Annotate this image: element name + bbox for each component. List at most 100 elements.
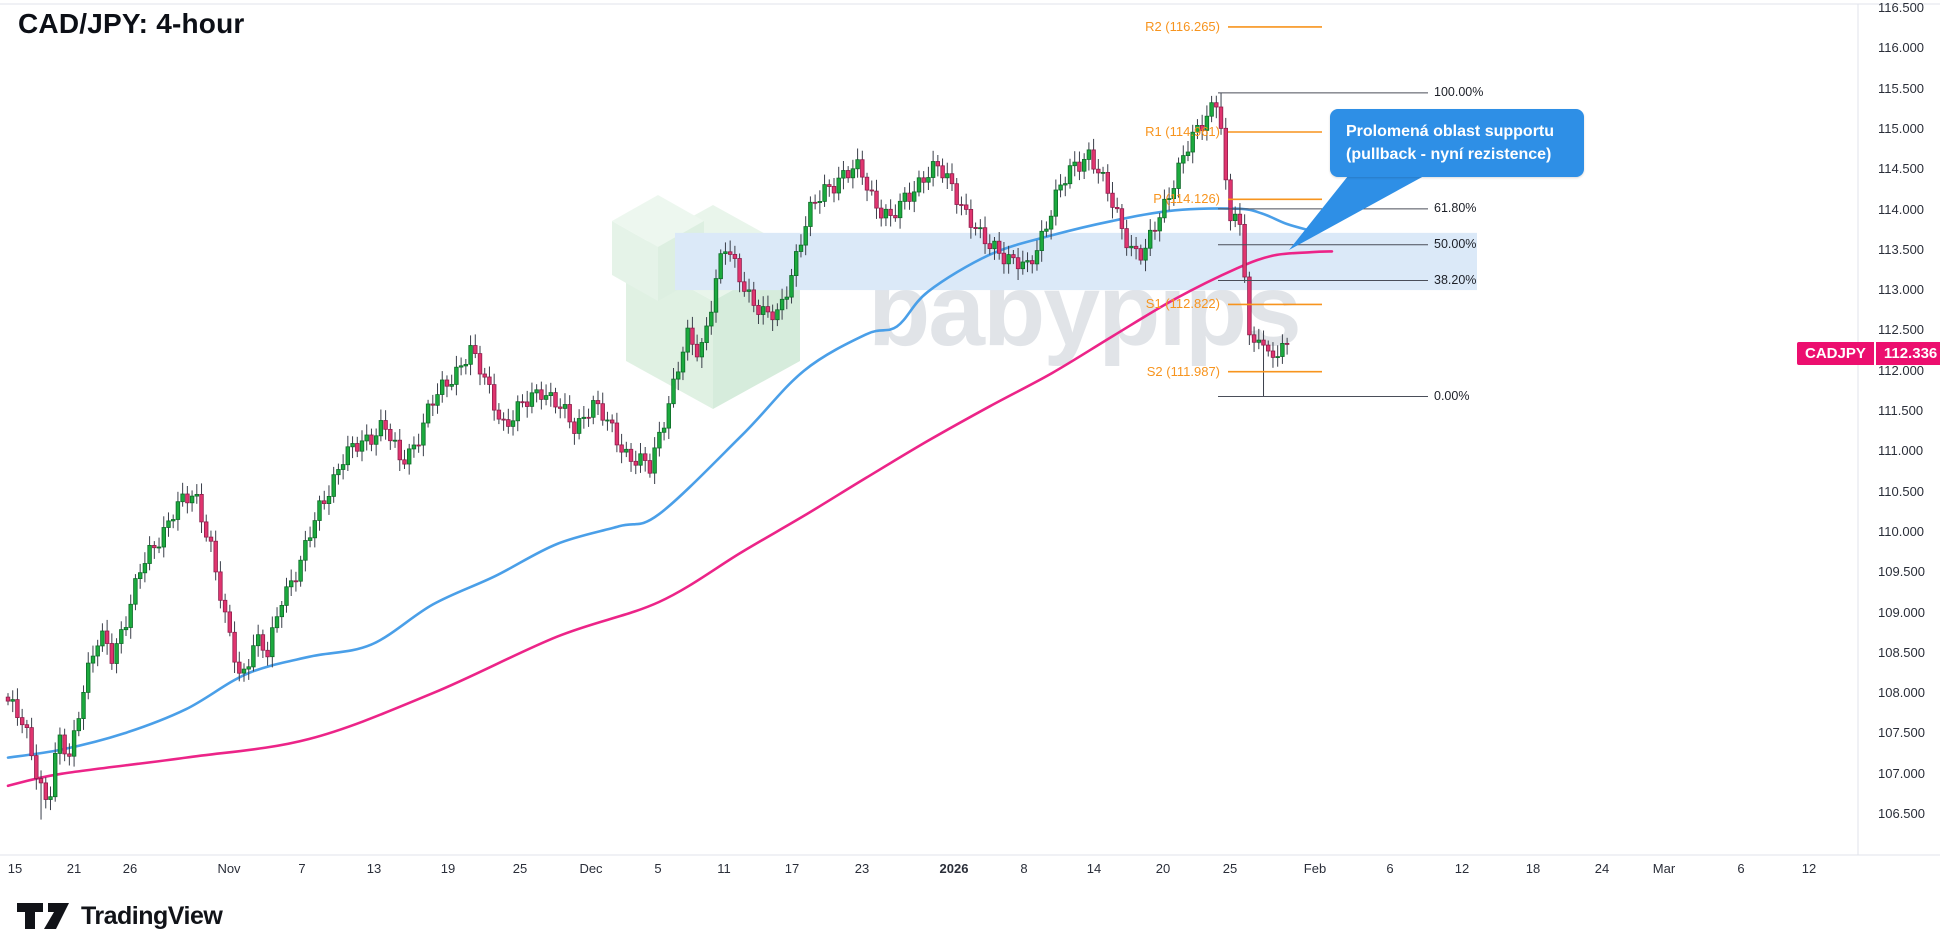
candle-bull <box>345 446 350 466</box>
candle-bear <box>1218 106 1224 129</box>
candle-bear <box>355 443 360 452</box>
price-axis-label: 109.500 <box>1878 564 1925 580</box>
candle-bull <box>123 627 129 631</box>
time-axis-label: Dec <box>579 861 603 876</box>
candle-bear <box>520 401 525 404</box>
candle-bull <box>364 434 369 442</box>
candle-bear <box>388 428 393 442</box>
ma-fast-blue[interactable] <box>6 207 1312 759</box>
candle-bull <box>1148 229 1153 249</box>
candle-bear <box>265 649 270 658</box>
candle-bear <box>973 226 978 229</box>
candle-bull <box>454 366 459 385</box>
price-axis-label: 106.500 <box>1878 806 1925 821</box>
price-axis-label: 108.000 <box>1878 685 1925 701</box>
candle-bear <box>742 281 747 292</box>
candle-bull <box>331 474 336 497</box>
candle-bear <box>416 444 421 447</box>
candle-bear <box>1223 127 1228 181</box>
candle-bear <box>595 400 601 405</box>
candle-bull <box>406 448 412 465</box>
time-axis-label: Feb <box>1303 861 1327 876</box>
time-axis[interactable]: 15 21 26 Nov 7 13 19 25 Dec 5 11 17 23 2026 8 14 20 25 Feb… <box>0 855 1858 889</box>
last-price-symbol: CADJPY <box>1805 345 1866 362</box>
fib-label: 100.00% <box>1434 85 1484 100</box>
price-axis-label: 114.500 <box>1878 161 1925 177</box>
candle-bull <box>897 200 903 219</box>
candle-bull <box>468 345 473 365</box>
candle-bear <box>293 580 299 583</box>
tradingview-logo[interactable]: TradingView <box>15 899 223 933</box>
candle-bull <box>161 527 166 548</box>
candle-bear <box>152 545 157 549</box>
candle-bear <box>756 304 761 315</box>
candle-bull <box>1157 217 1162 232</box>
candle-bull <box>53 753 58 798</box>
candle-bull <box>1082 158 1087 172</box>
candle-bear <box>232 631 237 663</box>
candle-bull <box>166 520 171 528</box>
price-axis[interactable]: 116.500 116.000 115.500 115.000 114.500 114.0… <box>1858 0 1940 855</box>
candle-bull <box>1048 215 1054 230</box>
candle-bull <box>709 311 714 327</box>
candle-bull <box>916 177 922 193</box>
candle-bear <box>567 404 572 423</box>
price-axis-label: 110.000 <box>1878 523 1925 539</box>
candle-bull <box>624 448 629 453</box>
candle-bull <box>10 699 15 702</box>
candle-bull <box>100 630 105 647</box>
candle-bear <box>586 416 591 419</box>
candle-bull <box>373 435 379 445</box>
candle-bear <box>203 521 209 538</box>
candle-bull <box>279 605 284 618</box>
price-axis-label: 107.000 <box>1878 765 1925 781</box>
candle-bear <box>619 444 624 453</box>
candle-bull <box>1086 149 1092 160</box>
candle-bull <box>1100 171 1106 174</box>
time-axis-label: 18 <box>1525 861 1541 876</box>
candle-bull <box>86 662 91 693</box>
candle-bear <box>690 327 695 345</box>
candle-bear <box>737 258 742 283</box>
price-axis-label: 110.500 <box>1878 483 1925 499</box>
candle-bear <box>869 189 874 192</box>
candle-bull <box>945 173 950 179</box>
candle-bear <box>614 422 620 446</box>
candle-bull <box>529 392 535 407</box>
candle-bear <box>237 661 242 674</box>
candle-bear <box>477 353 483 375</box>
candle-bear <box>1138 248 1143 261</box>
candle-bear <box>864 176 870 191</box>
candle-bear <box>487 376 492 385</box>
candle-bull <box>71 730 77 757</box>
candle-bear <box>921 177 926 183</box>
candlestick-series <box>5 92 1290 820</box>
pivot-label: R2 (116.265) <box>1145 18 1220 34</box>
annotation-callout[interactable]: Prolomená oblast supportu (pullback - ny… <box>1330 109 1584 178</box>
candle-bull <box>449 383 454 387</box>
candle-bear <box>879 207 884 219</box>
candle-bull <box>576 418 582 434</box>
candle-bear <box>383 420 388 430</box>
candle-bull <box>581 416 586 419</box>
candle-bear <box>199 493 204 523</box>
candle-bull <box>133 578 138 605</box>
candle-bull <box>1067 165 1073 185</box>
candle-bear <box>694 343 700 358</box>
ma-slow-pink[interactable] <box>6 250 1334 788</box>
candle-bull <box>761 306 766 315</box>
price-axis-label: 112.000 <box>1878 362 1925 378</box>
time-axis-label: 20 <box>1155 861 1171 876</box>
candle-bear <box>491 384 497 411</box>
candle-bear <box>402 459 407 465</box>
candle-bull <box>657 431 662 449</box>
last-price-value: 112.336 <box>1883 345 1938 362</box>
candle-bear <box>208 536 214 542</box>
candle-bull <box>1039 230 1044 252</box>
time-axis-label: 7 <box>298 861 306 876</box>
candle-bull <box>1181 155 1186 164</box>
price-axis-label: 113.500 <box>1878 241 1925 257</box>
price-axis-label: 115.000 <box>1878 120 1925 136</box>
